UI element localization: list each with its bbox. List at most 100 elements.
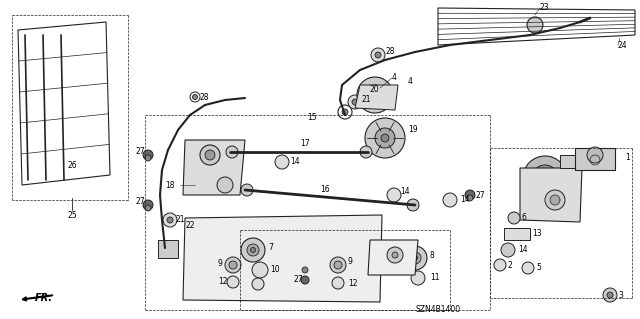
Text: 5: 5 <box>536 263 541 272</box>
Polygon shape <box>368 240 418 275</box>
Circle shape <box>522 262 534 274</box>
Text: 14: 14 <box>290 158 300 167</box>
Circle shape <box>407 199 419 211</box>
Polygon shape <box>520 168 582 222</box>
Circle shape <box>247 244 259 256</box>
Circle shape <box>229 261 237 269</box>
Text: 20: 20 <box>370 85 380 94</box>
Circle shape <box>275 155 289 169</box>
Circle shape <box>603 288 617 302</box>
Text: 27: 27 <box>135 197 145 206</box>
Circle shape <box>348 95 362 109</box>
Circle shape <box>357 77 393 113</box>
Circle shape <box>375 128 395 148</box>
Circle shape <box>330 257 346 273</box>
Text: 12: 12 <box>348 279 358 288</box>
Circle shape <box>143 200 153 210</box>
Circle shape <box>225 257 241 273</box>
Text: 8: 8 <box>430 250 435 259</box>
Polygon shape <box>183 140 245 195</box>
Circle shape <box>167 217 173 223</box>
Circle shape <box>360 146 372 158</box>
Text: SZN4B1400: SZN4B1400 <box>415 306 460 315</box>
Text: 27: 27 <box>135 147 145 157</box>
Circle shape <box>392 252 398 258</box>
Polygon shape <box>158 240 178 258</box>
Text: 7: 7 <box>268 243 273 253</box>
Circle shape <box>365 85 385 105</box>
Circle shape <box>443 193 457 207</box>
Text: 9: 9 <box>218 259 223 269</box>
Text: 16: 16 <box>320 186 330 195</box>
Text: 18: 18 <box>165 181 175 189</box>
Circle shape <box>145 155 151 161</box>
Text: 4: 4 <box>392 73 397 83</box>
Text: 22: 22 <box>185 220 195 229</box>
Circle shape <box>508 212 520 224</box>
Circle shape <box>165 245 171 251</box>
Circle shape <box>217 177 233 193</box>
Circle shape <box>523 156 567 200</box>
Text: 27: 27 <box>475 190 484 199</box>
Text: 3: 3 <box>618 291 623 300</box>
Polygon shape <box>575 148 615 170</box>
Text: 21: 21 <box>175 216 184 225</box>
Text: 28: 28 <box>385 48 394 56</box>
Circle shape <box>413 256 417 261</box>
Text: 24: 24 <box>618 41 628 49</box>
Circle shape <box>163 213 177 227</box>
Circle shape <box>532 165 558 191</box>
Polygon shape <box>560 155 600 168</box>
Text: 17: 17 <box>300 138 310 147</box>
Text: 28: 28 <box>200 93 209 101</box>
Circle shape <box>387 188 401 202</box>
Text: 10: 10 <box>270 265 280 275</box>
Text: 1: 1 <box>625 153 630 162</box>
Text: 14: 14 <box>400 188 410 197</box>
Polygon shape <box>504 228 530 240</box>
Circle shape <box>352 99 358 105</box>
Circle shape <box>241 238 265 262</box>
Circle shape <box>200 145 220 165</box>
Text: 13: 13 <box>532 229 541 239</box>
Circle shape <box>332 277 344 289</box>
Text: 2: 2 <box>507 261 512 270</box>
Text: 21: 21 <box>362 95 371 105</box>
Text: 14: 14 <box>460 196 470 204</box>
Circle shape <box>145 205 151 211</box>
Circle shape <box>302 267 308 273</box>
Circle shape <box>143 150 153 160</box>
Circle shape <box>465 190 475 200</box>
Text: 9: 9 <box>348 257 353 266</box>
Circle shape <box>226 146 238 158</box>
Circle shape <box>365 118 405 158</box>
Text: FR.: FR. <box>35 293 53 303</box>
Circle shape <box>403 246 427 270</box>
Circle shape <box>252 262 268 278</box>
Circle shape <box>411 271 425 285</box>
Circle shape <box>227 276 239 288</box>
Text: 6: 6 <box>522 213 527 222</box>
Circle shape <box>205 150 215 160</box>
Circle shape <box>371 48 385 62</box>
Text: 19: 19 <box>408 125 418 135</box>
Circle shape <box>587 147 603 163</box>
Circle shape <box>370 90 380 100</box>
Circle shape <box>381 134 389 142</box>
Circle shape <box>387 247 403 263</box>
Text: 23: 23 <box>540 4 550 12</box>
Circle shape <box>193 94 198 100</box>
Circle shape <box>334 261 342 269</box>
Text: 15: 15 <box>307 114 317 122</box>
Text: 14: 14 <box>518 246 527 255</box>
Text: 26: 26 <box>68 160 77 169</box>
Text: 11: 11 <box>430 273 440 283</box>
Circle shape <box>501 243 515 257</box>
Circle shape <box>607 292 613 298</box>
Circle shape <box>539 172 551 184</box>
Circle shape <box>342 109 348 115</box>
Polygon shape <box>355 85 398 110</box>
Circle shape <box>241 184 253 196</box>
Text: 25: 25 <box>68 211 77 219</box>
Circle shape <box>252 278 264 290</box>
